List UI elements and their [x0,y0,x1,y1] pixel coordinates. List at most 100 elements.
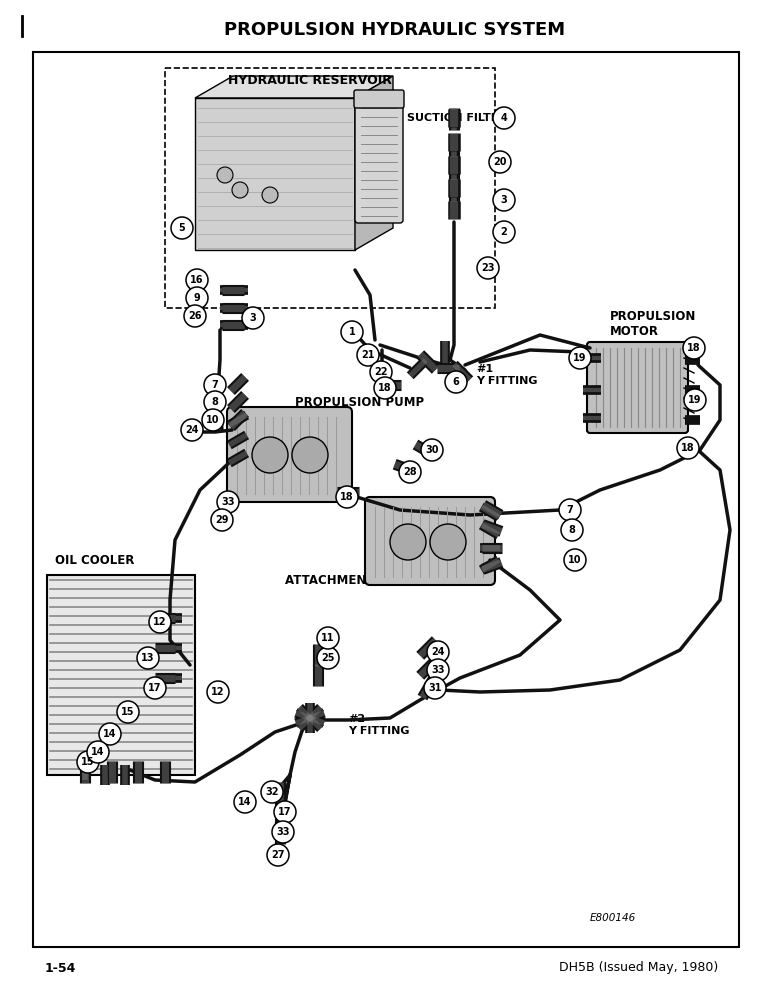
FancyBboxPatch shape [587,342,688,433]
Circle shape [149,611,171,633]
Circle shape [336,486,358,508]
Circle shape [77,751,99,773]
Text: PROPULSION HYDRAULIC SYSTEM: PROPULSION HYDRAULIC SYSTEM [225,21,566,39]
Circle shape [421,439,443,461]
Circle shape [569,347,591,369]
Text: 18: 18 [681,443,695,453]
Circle shape [561,519,583,541]
Circle shape [232,182,248,198]
FancyBboxPatch shape [354,90,404,108]
Circle shape [202,409,224,431]
Text: 12: 12 [212,687,225,697]
Text: 30: 30 [425,445,438,455]
Text: 18: 18 [378,383,392,393]
Circle shape [493,221,515,243]
Text: 28: 28 [403,467,417,477]
Text: DH5B (Issued May, 1980): DH5B (Issued May, 1980) [559,962,718,974]
Text: 17: 17 [278,807,292,817]
Text: 15: 15 [81,757,95,767]
Circle shape [234,791,256,813]
Circle shape [186,269,208,291]
Text: 19: 19 [689,395,702,405]
Text: 9: 9 [194,293,201,303]
Circle shape [445,371,467,393]
Circle shape [477,257,499,279]
FancyBboxPatch shape [47,575,195,775]
Text: 33: 33 [432,665,445,675]
Circle shape [489,151,511,173]
Text: 19: 19 [574,353,587,363]
Circle shape [370,361,392,383]
Circle shape [204,391,226,413]
Circle shape [317,627,339,649]
Text: 10: 10 [206,415,220,425]
Circle shape [427,659,449,681]
Text: 14: 14 [91,747,105,757]
Circle shape [677,437,699,459]
Text: 33: 33 [276,827,290,837]
Polygon shape [355,76,393,250]
Circle shape [262,187,278,203]
Circle shape [137,647,159,669]
Circle shape [217,167,233,183]
Circle shape [204,374,226,396]
Text: 18: 18 [340,492,354,502]
Circle shape [684,389,706,411]
Text: 29: 29 [215,515,229,525]
Circle shape [390,524,426,560]
Circle shape [181,419,203,441]
Circle shape [217,491,239,513]
Text: 13: 13 [141,653,154,663]
Circle shape [424,677,446,699]
Circle shape [430,524,466,560]
Text: 14: 14 [103,729,117,739]
Text: ATTACHMENT PUMP: ATTACHMENT PUMP [285,574,417,586]
Circle shape [427,641,449,663]
Text: 23: 23 [481,263,495,273]
Circle shape [564,549,586,571]
Text: 7: 7 [212,380,218,390]
Circle shape [171,217,193,239]
Circle shape [144,677,166,699]
Text: 1: 1 [349,327,355,337]
Text: 33: 33 [222,497,235,507]
Circle shape [207,681,229,703]
Text: 15: 15 [121,707,135,717]
Text: 11: 11 [321,633,335,643]
Text: 3: 3 [500,195,507,205]
Text: 17: 17 [148,683,162,693]
Circle shape [292,437,328,473]
Text: 8: 8 [568,525,575,535]
Text: 24: 24 [185,425,198,435]
Circle shape [341,321,363,343]
Circle shape [274,801,296,823]
Circle shape [357,344,379,366]
Text: 12: 12 [154,617,167,627]
Text: 2: 2 [500,227,507,237]
Polygon shape [195,98,355,250]
FancyBboxPatch shape [365,497,495,585]
Text: E800146: E800146 [590,913,636,923]
Text: 31: 31 [428,683,442,693]
FancyBboxPatch shape [227,407,352,502]
Text: 27: 27 [271,850,285,860]
Text: #2
Y FITTING: #2 Y FITTING [348,714,409,736]
Text: 18: 18 [687,343,701,353]
Text: 20: 20 [493,157,506,167]
Text: 22: 22 [374,367,388,377]
Text: 16: 16 [190,275,204,285]
Circle shape [399,461,421,483]
Text: 3: 3 [249,313,256,323]
Circle shape [186,287,208,309]
Circle shape [99,723,121,745]
Text: 10: 10 [568,555,582,565]
Text: 26: 26 [188,311,201,321]
Text: 24: 24 [432,647,445,657]
Circle shape [184,305,206,327]
Text: 8: 8 [212,397,218,407]
Circle shape [267,844,289,866]
Circle shape [493,107,515,129]
Text: HYDRAULIC RESERVOIR: HYDRAULIC RESERVOIR [228,74,392,87]
Text: 32: 32 [266,787,279,797]
Circle shape [683,337,705,359]
